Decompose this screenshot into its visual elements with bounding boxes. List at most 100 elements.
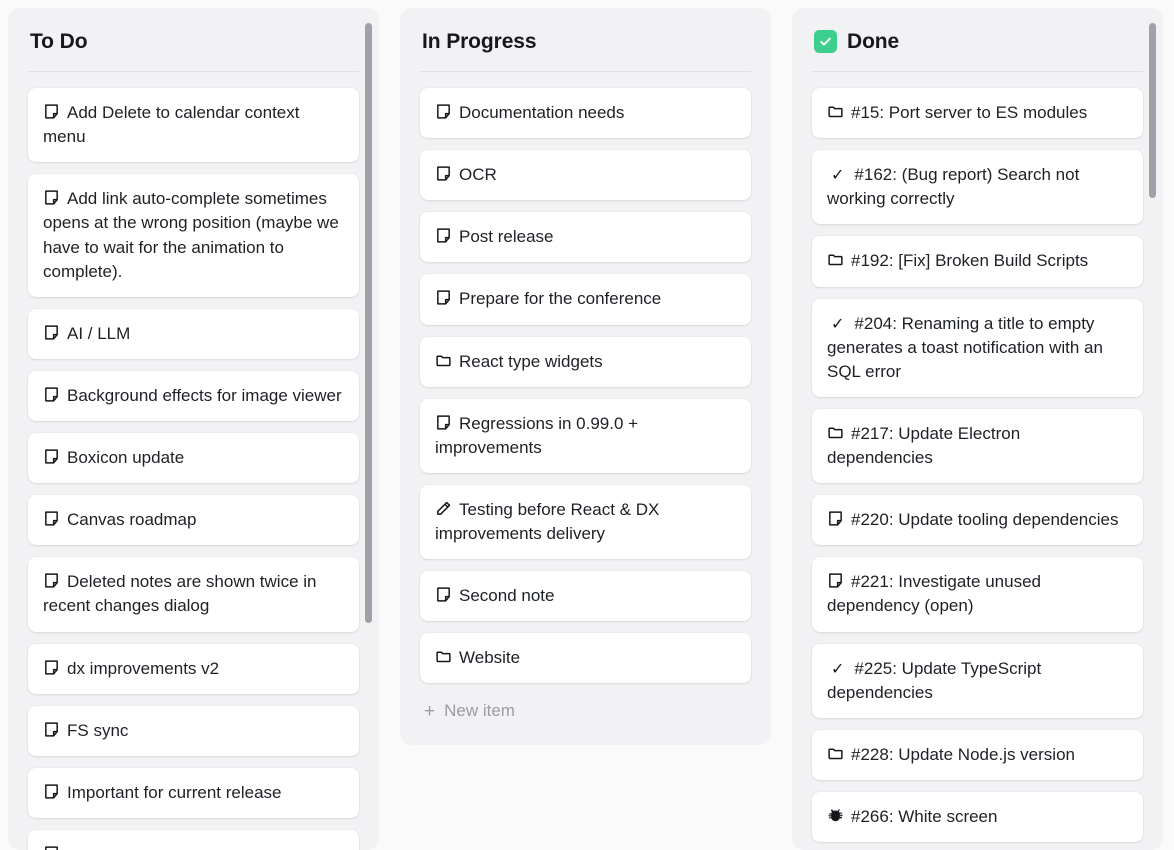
card[interactable]: Regressions in 0.99.0 + improvements: [420, 398, 751, 473]
note-icon: [43, 103, 60, 120]
column-header-todo: To Do: [28, 30, 359, 71]
card-label: React type widgets: [459, 351, 603, 371]
card[interactable]: OCR: [420, 150, 751, 201]
card-label: #225: Update TypeScript dependencies: [827, 658, 1042, 702]
card[interactable]: Documentation needs: [420, 88, 751, 139]
card-label: #15: Port server to ES modules: [851, 103, 1088, 123]
card[interactable]: #266: White screen: [812, 791, 1143, 843]
card-title: Prepare for the conference: [435, 287, 737, 311]
note-icon: [435, 165, 452, 182]
card[interactable]: AI / LLM: [28, 308, 359, 359]
card-title: #220: Update tooling dependencies: [827, 508, 1129, 532]
column-done: Done #15: Port server to ES modules ✓ #162:…: [792, 8, 1163, 850]
card[interactable]: Background effects for image viewer: [28, 370, 359, 422]
card[interactable]: #220: Update tooling dependencies: [812, 495, 1143, 546]
card[interactable]: #192: [Fix] Broken Build Scripts: [812, 236, 1143, 287]
card-label: #221: Investigate unused dependency (ope…: [827, 572, 1041, 616]
card-title: Background effects for image viewer: [43, 384, 345, 408]
note-icon: [435, 414, 452, 431]
card-label: FS sync: [67, 720, 129, 740]
column-header-in-progress: In Progress: [420, 30, 751, 71]
card-label: dx improvements v2: [67, 658, 220, 678]
card-label: #220: Update tooling dependencies: [851, 510, 1119, 530]
card-title: #192: [Fix] Broken Build Scripts: [827, 249, 1129, 273]
card-title: #266: White screen: [827, 805, 1129, 829]
card-title: AI / LLM: [43, 322, 345, 346]
card-label: Prepare for the conference: [459, 289, 662, 309]
card[interactable]: React type widgets: [420, 336, 751, 387]
note-icon: [43, 721, 60, 738]
note-icon: [43, 510, 60, 527]
note-icon: [435, 586, 452, 603]
note-icon: [43, 659, 60, 676]
card-label: Second note: [459, 586, 555, 606]
card[interactable]: Website: [420, 633, 751, 684]
note-icon: [43, 386, 60, 403]
card-title: React type widgets: [435, 350, 737, 374]
new-item-label: New item: [444, 701, 515, 721]
card[interactable]: Prepare for the conference: [420, 274, 751, 325]
card[interactable]: [28, 829, 359, 850]
card-label: Canvas roadmap: [67, 510, 197, 530]
bug-icon: [827, 807, 844, 824]
card[interactable]: #221: Investigate unused dependency (ope…: [812, 557, 1143, 632]
card-label: #162: (Bug report) Search not working co…: [827, 165, 1080, 209]
card-label: #192: [Fix] Broken Build Scripts: [851, 251, 1089, 271]
card[interactable]: ✓ #225: Update TypeScript dependencies: [812, 643, 1143, 718]
card-title: Regressions in 0.99.0 + improvements: [435, 412, 737, 460]
new-item-button[interactable]: + New item: [420, 695, 751, 731]
card[interactable]: #217: Update Electron dependencies: [812, 408, 1143, 484]
card[interactable]: Second note: [420, 571, 751, 622]
check-icon: ✓: [831, 165, 845, 185]
card-title: #228: Update Node.js version: [827, 743, 1129, 767]
card[interactable]: Canvas roadmap: [28, 495, 359, 546]
card[interactable]: ✓ #204: Renaming a title to empty generat…: [812, 298, 1143, 397]
column-scrollbar[interactable]: [365, 23, 372, 623]
card[interactable]: Post release: [420, 212, 751, 263]
card-list: Add Delete to calendar context menu Add l…: [28, 88, 359, 850]
pencil-icon: [435, 500, 452, 517]
card-label: AI / LLM: [67, 323, 131, 343]
card-list: #15: Port server to ES modules ✓ #162: (Bu…: [812, 88, 1143, 843]
card-title: OCR: [435, 163, 737, 187]
card[interactable]: FS sync: [28, 705, 359, 756]
card-label: #228: Update Node.js version: [851, 744, 1075, 764]
card-label: Add Delete to calendar context menu: [43, 103, 300, 147]
card[interactable]: Deleted notes are shown twice in recent …: [28, 557, 359, 632]
card-title: dx improvements v2: [43, 657, 345, 681]
note-icon: [435, 227, 452, 244]
card-list: Documentation needs OCR Post release Prepar…: [420, 88, 751, 684]
card-title: #221: Investigate unused dependency (ope…: [827, 570, 1129, 618]
card-label: Deleted notes are shown twice in recent …: [43, 572, 317, 616]
card[interactable]: Boxicon update: [28, 433, 359, 484]
card[interactable]: #15: Port server to ES modules: [812, 88, 1143, 139]
note-icon: [43, 572, 60, 589]
card[interactable]: Add Delete to calendar context menu: [28, 88, 359, 163]
card[interactable]: Add link auto-complete sometimes opens a…: [28, 174, 359, 297]
card-label: Testing before React & DX improvements d…: [435, 499, 660, 544]
card-label: Background effects for image viewer: [67, 385, 342, 405]
plus-icon: +: [424, 700, 436, 722]
note-icon: [827, 510, 844, 527]
header-divider: [812, 71, 1143, 73]
card-title: Second note: [435, 584, 737, 608]
column-title: To Do: [30, 30, 88, 53]
card[interactable]: dx improvements v2: [28, 643, 359, 694]
card-label: #217: Update Electron dependencies: [827, 423, 1021, 468]
card[interactable]: Testing before React & DX improvements d…: [420, 484, 751, 560]
card-label: Post release: [459, 227, 554, 247]
note-icon: [827, 572, 844, 589]
header-divider: [28, 71, 359, 73]
folder-icon: [827, 424, 844, 441]
folder-icon: [827, 103, 844, 120]
card-title: Add link auto-complete sometimes opens a…: [43, 187, 345, 284]
card[interactable]: ✓ #162: (Bug report) Search not working c…: [812, 150, 1143, 225]
column-scrollbar[interactable]: [1149, 23, 1156, 198]
card-label: #266: White screen: [851, 806, 998, 826]
card-label: Documentation needs: [459, 103, 625, 123]
card[interactable]: Important for current release: [28, 767, 359, 818]
note-icon: [43, 189, 60, 206]
card[interactable]: #228: Update Node.js version: [812, 729, 1143, 780]
check-icon: ✓: [831, 313, 845, 333]
